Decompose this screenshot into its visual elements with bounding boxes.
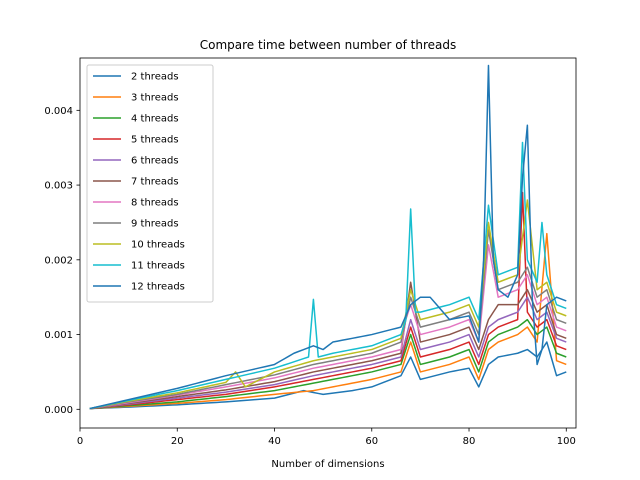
series-line-6 [89, 281, 567, 410]
x-tick-label: 0 [77, 436, 83, 447]
y-tick-label: 0.002 [44, 255, 73, 266]
y-tick-label: 0.004 [44, 106, 73, 117]
x-axis-title: Number of dimensions [271, 459, 384, 470]
legend-label: 6 threads [131, 156, 179, 167]
series-line-9 [89, 199, 567, 410]
series-line-10 [89, 141, 567, 410]
plot-frame [79, 57, 577, 429]
legend-label: 9 threads [131, 219, 179, 230]
chart-title: Compare time between number of threads [200, 38, 457, 52]
series-line-11 [89, 64, 567, 410]
legend-label: 11 threads [131, 261, 185, 272]
series-line-2 [89, 232, 567, 410]
y-tick-label: 0.000 [44, 405, 73, 416]
legend-label: 5 threads [131, 135, 179, 146]
legend-label: 8 threads [131, 198, 179, 209]
legend-label: 7 threads [131, 177, 179, 188]
x-tick-label: 100 [557, 436, 576, 447]
series-line-4 [89, 191, 567, 410]
legend: 2 threads 3 threads 4 threads 5 threads 6 th… [86, 64, 214, 303]
legend-label: 3 threads [131, 93, 179, 104]
x-axis-ticks: 0 20 40 60 80 100 [77, 428, 576, 447]
legend-label: 2 threads [131, 72, 179, 83]
series-line-3 [89, 318, 567, 410]
x-tick-label: 60 [365, 436, 378, 447]
legend-label: 10 threads [131, 240, 185, 251]
legend-label: 4 threads [131, 114, 179, 125]
x-tick-label: 80 [463, 436, 476, 447]
series-line-1 [89, 341, 567, 410]
legend-box [86, 64, 214, 303]
plot-lines [89, 64, 567, 410]
legend-label: 12 threads [131, 282, 185, 293]
series-line-5 [89, 296, 567, 410]
x-tick-label: 40 [268, 436, 281, 447]
y-tick-label: 0.003 [44, 181, 73, 192]
y-tick-label: 0.001 [44, 330, 73, 341]
y-axis-ticks: 0.000 0.001 0.002 0.003 0.004 [44, 106, 80, 416]
x-tick-label: 20 [171, 436, 184, 447]
